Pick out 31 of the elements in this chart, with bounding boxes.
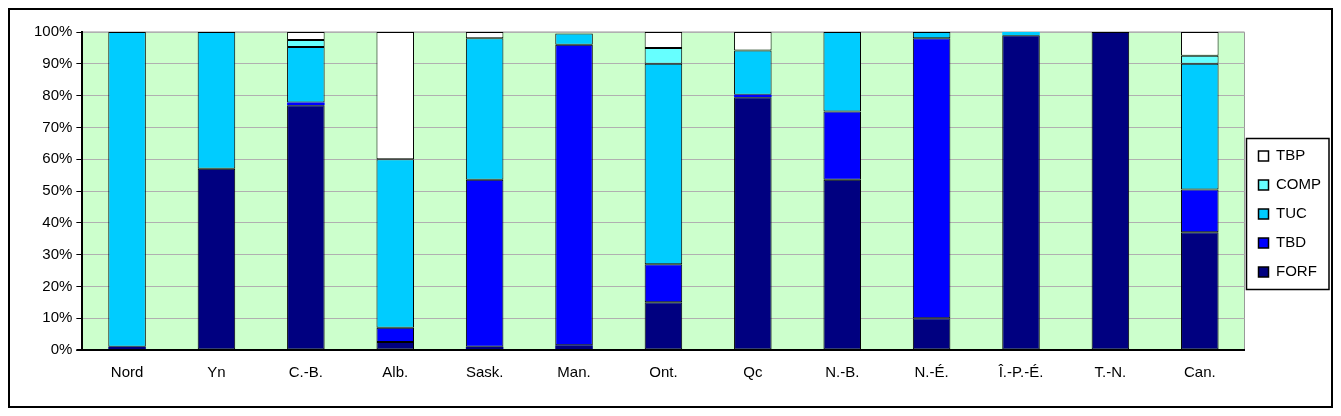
y-tick-label: 10% <box>42 308 73 326</box>
x-tick-label: Yn <box>207 363 226 381</box>
x-tick-label: Qc <box>743 363 763 381</box>
legend-label: TBP <box>1276 146 1306 164</box>
x-tick-label: N.-É. <box>914 363 949 381</box>
y-tick-label: 50% <box>42 181 73 199</box>
y-tick-label: 100% <box>33 22 73 40</box>
legend-label: TUC <box>1276 204 1307 222</box>
x-tick-label: Nord <box>110 363 144 381</box>
legend-label: TBD <box>1276 233 1307 251</box>
x-tick-label: Man. <box>557 363 591 381</box>
x-tick-label: T.-N. <box>1094 363 1127 381</box>
x-tick-label: Can. <box>1183 363 1216 381</box>
x-tick-label: N.-B. <box>825 363 860 381</box>
y-tick-label: 60% <box>42 149 73 167</box>
x-tick-label: Alb. <box>382 363 409 381</box>
x-tick-label: Ont. <box>649 363 678 381</box>
x-tick-label: Î.-P.-É. <box>997 363 1044 381</box>
y-tick-label: 90% <box>42 53 73 71</box>
y-tick-label: 80% <box>42 85 73 103</box>
legend-label: FORF <box>1276 262 1317 280</box>
y-tick-label: 20% <box>42 276 73 294</box>
y-tick-label: 0% <box>50 340 73 358</box>
x-tick-label: Sask. <box>465 363 504 381</box>
x-tick-label: C.-B. <box>288 363 323 381</box>
legend-label: COMP <box>1276 175 1321 193</box>
y-tick-label: 40% <box>42 212 73 230</box>
y-tick-label: 70% <box>42 117 73 135</box>
y-tick-label: 30% <box>42 244 73 262</box>
bar <box>1002 32 1040 36</box>
bar <box>555 345 593 350</box>
